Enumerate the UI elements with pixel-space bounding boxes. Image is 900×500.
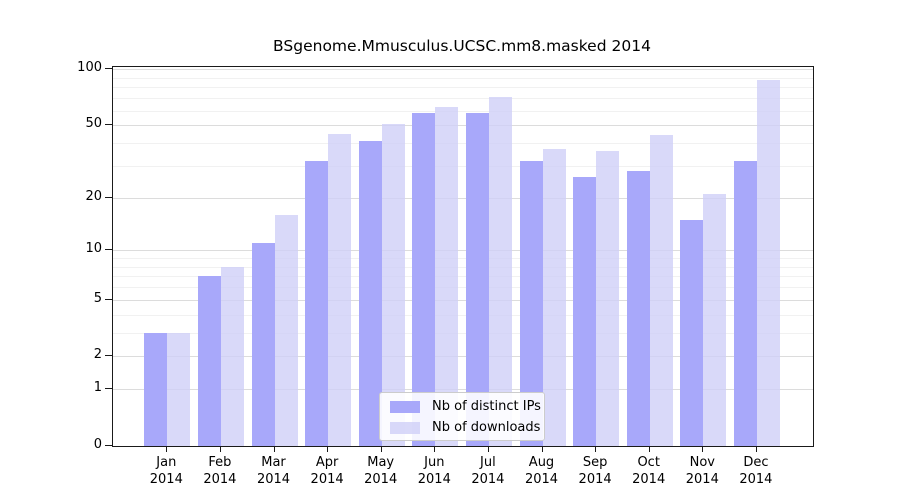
bar-distinct-ips-aug [519, 160, 543, 446]
bar-downloads-jul [488, 97, 512, 446]
y-tick-label: 0 [93, 437, 102, 452]
x-tick-mark [648, 447, 650, 452]
bar-downloads-sep [596, 151, 620, 446]
minor-gridline [113, 110, 813, 112]
x-tick-mark [595, 447, 597, 452]
plot-area: Nb of distinct IPs Nb of downloads [112, 66, 814, 447]
legend-item-downloads: Nb of downloads [390, 419, 544, 436]
bar-downloads-jun [435, 106, 459, 446]
bar-distinct-ips-nov [680, 219, 704, 446]
x-tick-mark [487, 447, 489, 452]
major-gridline [113, 197, 813, 199]
x-tick-mark [434, 447, 436, 452]
y-tick-label: 1 [93, 380, 102, 396]
bar-downloads-oct [649, 135, 673, 446]
bar-distinct-ips-jul [465, 113, 489, 446]
x-tick-mark [166, 447, 168, 452]
minor-gridline [113, 165, 813, 167]
x-tick-label: Dec 2014 [739, 455, 773, 487]
x-tick-mark [219, 447, 221, 452]
x-tick-label: May 2014 [364, 455, 398, 487]
minor-gridline [113, 143, 813, 144]
bar-distinct-ips-jan [144, 332, 168, 446]
legend: Nb of distinct IPs Nb of downloads [379, 392, 545, 441]
y-tick-label: 10 [85, 241, 102, 257]
legend-label-distinct-ips: Nb of distinct IPs [432, 399, 541, 414]
x-tick-mark [755, 447, 757, 452]
minor-gridline [113, 276, 813, 278]
x-tick-mark [273, 447, 275, 452]
legend-item-distinct-ips: Nb of distinct IPs [390, 398, 544, 415]
y-tick-mark [105, 298, 112, 300]
y-tick-label: 20 [85, 188, 102, 204]
major-gridline [113, 356, 813, 358]
bar-distinct-ips-dec [733, 160, 757, 446]
bar-distinct-ips-apr [305, 160, 329, 446]
x-tick-label: Sep 2014 [578, 455, 612, 487]
bar-distinct-ips-sep [573, 177, 597, 446]
minor-gridline [113, 98, 813, 100]
x-tick-mark [380, 447, 382, 452]
major-gridline [113, 125, 813, 127]
minor-gridline [113, 314, 813, 316]
y-tick-mark [105, 388, 112, 390]
y-tick-mark [105, 68, 112, 70]
major-gridline [113, 299, 813, 301]
x-tick-label: Nov 2014 [685, 455, 719, 487]
y-tick-label: 5 [93, 290, 102, 306]
minor-gridline [113, 287, 813, 289]
bar-downloads-mar [274, 214, 298, 446]
bar-downloads-nov [703, 193, 727, 446]
minor-gridline [113, 87, 813, 89]
minor-gridline [113, 258, 813, 260]
x-tick-label: Jun 2014 [417, 455, 451, 487]
major-gridline [113, 389, 813, 391]
major-gridline [113, 250, 813, 252]
x-tick-label: Feb 2014 [203, 455, 237, 487]
y-tick-mark [105, 124, 112, 126]
x-tick-label: Mar 2014 [256, 455, 291, 487]
bar-downloads-dec [756, 79, 780, 446]
x-tick-label: Jan 2014 [149, 455, 183, 487]
bar-downloads-apr [328, 133, 352, 446]
y-tick-mark [105, 355, 112, 357]
y-tick-label: 100 [77, 60, 102, 76]
y-tick-mark [105, 249, 112, 251]
y-tick-mark [105, 196, 112, 198]
x-tick-label: Jul 2014 [471, 455, 505, 487]
bar-distinct-ips-jun [412, 113, 436, 446]
y-tick-mark [105, 445, 112, 446]
minor-gridline [113, 77, 813, 79]
x-tick-mark [541, 447, 543, 452]
bar-downloads-jan [167, 332, 191, 446]
bar-downloads-may [381, 123, 405, 446]
legend-swatch-downloads [390, 421, 420, 434]
minor-gridline [113, 266, 813, 268]
x-tick-label: Aug 2014 [524, 455, 559, 487]
legend-label-downloads: Nb of downloads [432, 420, 541, 435]
x-tick-mark [327, 447, 329, 452]
bar-distinct-ips-mar [251, 243, 275, 446]
y-tick-label: 50 [85, 116, 102, 132]
bar-distinct-ips-may [358, 141, 382, 446]
legend-swatch-distinct-ips [390, 400, 420, 413]
x-tick-label: Apr 2014 [310, 455, 344, 487]
x-tick-mark [702, 447, 704, 452]
bar-downloads-feb [220, 266, 244, 446]
chart-title: BSgenome.Mmusculus.UCSC.mm8.masked 2014 [273, 37, 651, 55]
major-gridline [113, 69, 813, 71]
bar-distinct-ips-feb [197, 276, 221, 446]
bar-distinct-ips-oct [626, 171, 650, 446]
bar-downloads-aug [542, 149, 566, 446]
x-tick-label: Oct 2014 [632, 455, 666, 487]
y-tick-label: 2 [93, 347, 102, 363]
minor-gridline [113, 332, 813, 334]
